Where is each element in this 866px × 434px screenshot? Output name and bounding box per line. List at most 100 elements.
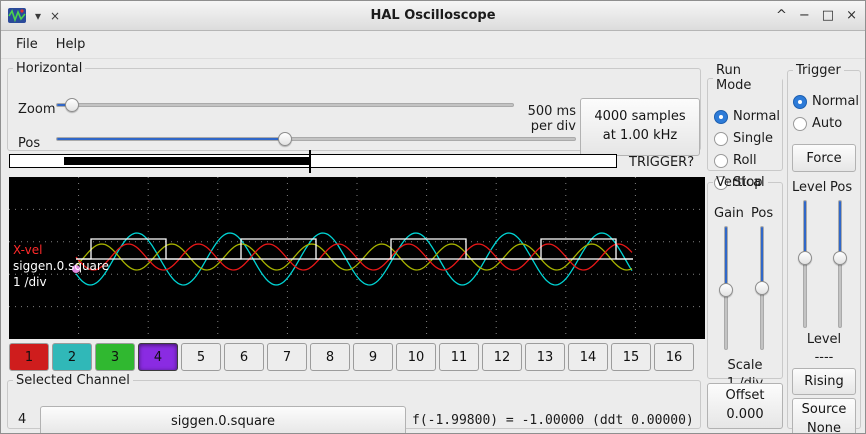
zoom-slider[interactable] xyxy=(56,96,514,114)
window-menu-chevron-icon[interactable]: ▾ xyxy=(35,9,42,23)
channel-button-14[interactable]: 14 xyxy=(568,343,608,371)
samples-line2: at 1.00 kHz xyxy=(602,128,678,143)
run-mode-normal[interactable]: Normal xyxy=(714,109,780,124)
force-button[interactable]: Force xyxy=(792,144,856,172)
pos-slider-trough[interactable] xyxy=(56,137,576,141)
trigger-source-button[interactable]: Source None xyxy=(792,398,856,434)
channel-value-readout: f(-1.99800) = -1.00000 (ddt 0.00000) xyxy=(412,413,694,428)
menubar: File Help xyxy=(1,31,865,59)
pos-slider[interactable] xyxy=(56,130,576,148)
channel-button-16[interactable]: 16 xyxy=(654,343,694,371)
vertical-pos-slider-handle[interactable] xyxy=(755,281,769,295)
scope-scale-readout: 1 /div xyxy=(13,275,47,289)
gain-label: Gain xyxy=(714,206,744,221)
radio-icon[interactable] xyxy=(714,153,728,168)
pos-slider-handle[interactable] xyxy=(277,132,292,146)
scope-display: X-vel siggen.0.square 1 /div xyxy=(9,177,705,339)
radio-icon[interactable] xyxy=(714,131,728,146)
run-mode-stop[interactable]: Stop xyxy=(714,175,763,190)
vertical-pos-label: Pos xyxy=(751,206,774,221)
trigger-edge-button[interactable]: Rising xyxy=(792,368,856,395)
trigger-pos-slider[interactable] xyxy=(832,200,848,328)
selected-signal-button[interactable]: siggen.0.square xyxy=(40,406,406,433)
sample-rate-unit: per div xyxy=(530,119,576,134)
trigger-position-marker[interactable] xyxy=(309,150,311,173)
shade-icon[interactable]: ^ xyxy=(775,8,787,23)
trigger-level-slider[interactable] xyxy=(797,200,813,328)
samples-line1: 4000 samples xyxy=(594,109,686,125)
menu-help[interactable]: Help xyxy=(55,37,86,52)
maximize-icon[interactable]: □ xyxy=(821,8,835,23)
pos-label: Pos xyxy=(18,136,41,151)
channel-button-4[interactable]: 4 xyxy=(138,343,178,371)
channel-button-8[interactable]: 8 xyxy=(310,343,350,371)
run-mode-single[interactable]: Single xyxy=(714,131,773,146)
gain-slider[interactable] xyxy=(718,226,734,350)
selected-channel-number: 4 xyxy=(18,412,27,427)
zoom-label: Zoom xyxy=(18,102,56,117)
scale-label: Scale xyxy=(727,358,763,373)
close-icon[interactable]: × xyxy=(846,8,857,23)
trigger-normal[interactable]: Normal xyxy=(793,94,859,109)
scope-canvas xyxy=(9,177,705,339)
run-mode-group: Run Mode Normal Single Roll Stop xyxy=(707,63,783,190)
channel-button-15[interactable]: 15 xyxy=(611,343,651,371)
offset-label: Offset xyxy=(725,388,765,404)
titlebar[interactable]: ▾ × HAL Oscilloscope ^ − □ × xyxy=(1,1,865,31)
channel-button-2[interactable]: 2 xyxy=(52,343,92,371)
radio-icon[interactable] xyxy=(714,175,728,190)
channel-button-6[interactable]: 6 xyxy=(224,343,264,371)
selected-channel-group: Selected Channel 4 siggen.0.square f(-1.… xyxy=(7,373,701,433)
samples-button[interactable]: 4000 samples at 1.00 kHz xyxy=(580,98,700,156)
horizontal-group: Horizontal Zoom Pos 500 ms per div 4000 … xyxy=(7,61,701,156)
trigger-level-readout-label: Level xyxy=(806,332,842,347)
channel-button-5[interactable]: 5 xyxy=(181,343,221,371)
channel-row: 1 2 3 4 5 6 7 8 9 10 11 12 13 14 15 16 xyxy=(9,343,694,371)
selected-channel-title: Selected Channel xyxy=(16,373,130,388)
vertical-group: Vertical Gain Pos Scale 1 /div xyxy=(707,175,783,391)
horizontal-group-title: Horizontal xyxy=(16,61,83,76)
trigger-source-label: Source xyxy=(801,402,847,418)
channel-button-9[interactable]: 9 xyxy=(353,343,393,371)
channel-button-10[interactable]: 10 xyxy=(396,343,436,371)
radio-icon[interactable] xyxy=(714,109,728,124)
trigger-level-readout-value: ---- xyxy=(814,350,834,365)
vertical-title: Vertical xyxy=(716,175,765,190)
capture-progress-fill xyxy=(64,157,310,165)
trigger-level-label: Level xyxy=(792,180,827,195)
zoom-slider-handle[interactable] xyxy=(64,98,79,112)
scope-signal-name: siggen.0.square xyxy=(13,259,109,273)
window-title: HAL Oscilloscope xyxy=(370,8,496,23)
channel-button-12[interactable]: 12 xyxy=(482,343,522,371)
offset-value: 0.000 xyxy=(726,407,764,422)
run-mode-title: Run Mode xyxy=(716,63,752,93)
channel-button-1[interactable]: 1 xyxy=(9,343,49,371)
trigger-level-slider-handle[interactable] xyxy=(798,250,812,265)
trigger-pos-slider-handle[interactable] xyxy=(833,250,847,265)
scope-channel-name: X-vel xyxy=(13,243,43,257)
trigger-source-value: None xyxy=(807,421,841,434)
trigger-auto[interactable]: Auto xyxy=(793,116,842,131)
capture-progress-bar xyxy=(9,154,617,168)
window-pin-close-icon[interactable]: × xyxy=(50,9,61,23)
channel-button-13[interactable]: 13 xyxy=(525,343,565,371)
minimize-icon[interactable]: − xyxy=(798,8,810,23)
run-mode-roll[interactable]: Roll xyxy=(714,153,757,168)
vertical-pos-slider[interactable] xyxy=(754,226,770,350)
radio-icon[interactable] xyxy=(793,94,807,109)
trigger-group: Trigger Normal Auto Force Level Pos Leve… xyxy=(787,63,861,433)
trigger-pos-label: Pos xyxy=(830,180,853,195)
trigger-title: Trigger xyxy=(796,63,841,78)
radio-icon[interactable] xyxy=(793,116,807,131)
channel-button-3[interactable]: 3 xyxy=(95,343,135,371)
sample-rate-value: 500 ms xyxy=(527,104,576,119)
menu-file[interactable]: File xyxy=(16,37,38,52)
app-icon xyxy=(8,8,26,23)
offset-button[interactable]: Offset 0.000 xyxy=(707,383,783,429)
channel-button-11[interactable]: 11 xyxy=(439,343,479,371)
zoom-slider-trough[interactable] xyxy=(56,103,514,107)
gain-slider-handle[interactable] xyxy=(719,283,733,298)
channel-button-7[interactable]: 7 xyxy=(267,343,307,371)
trigger-status-label: TRIGGER? xyxy=(629,155,695,170)
